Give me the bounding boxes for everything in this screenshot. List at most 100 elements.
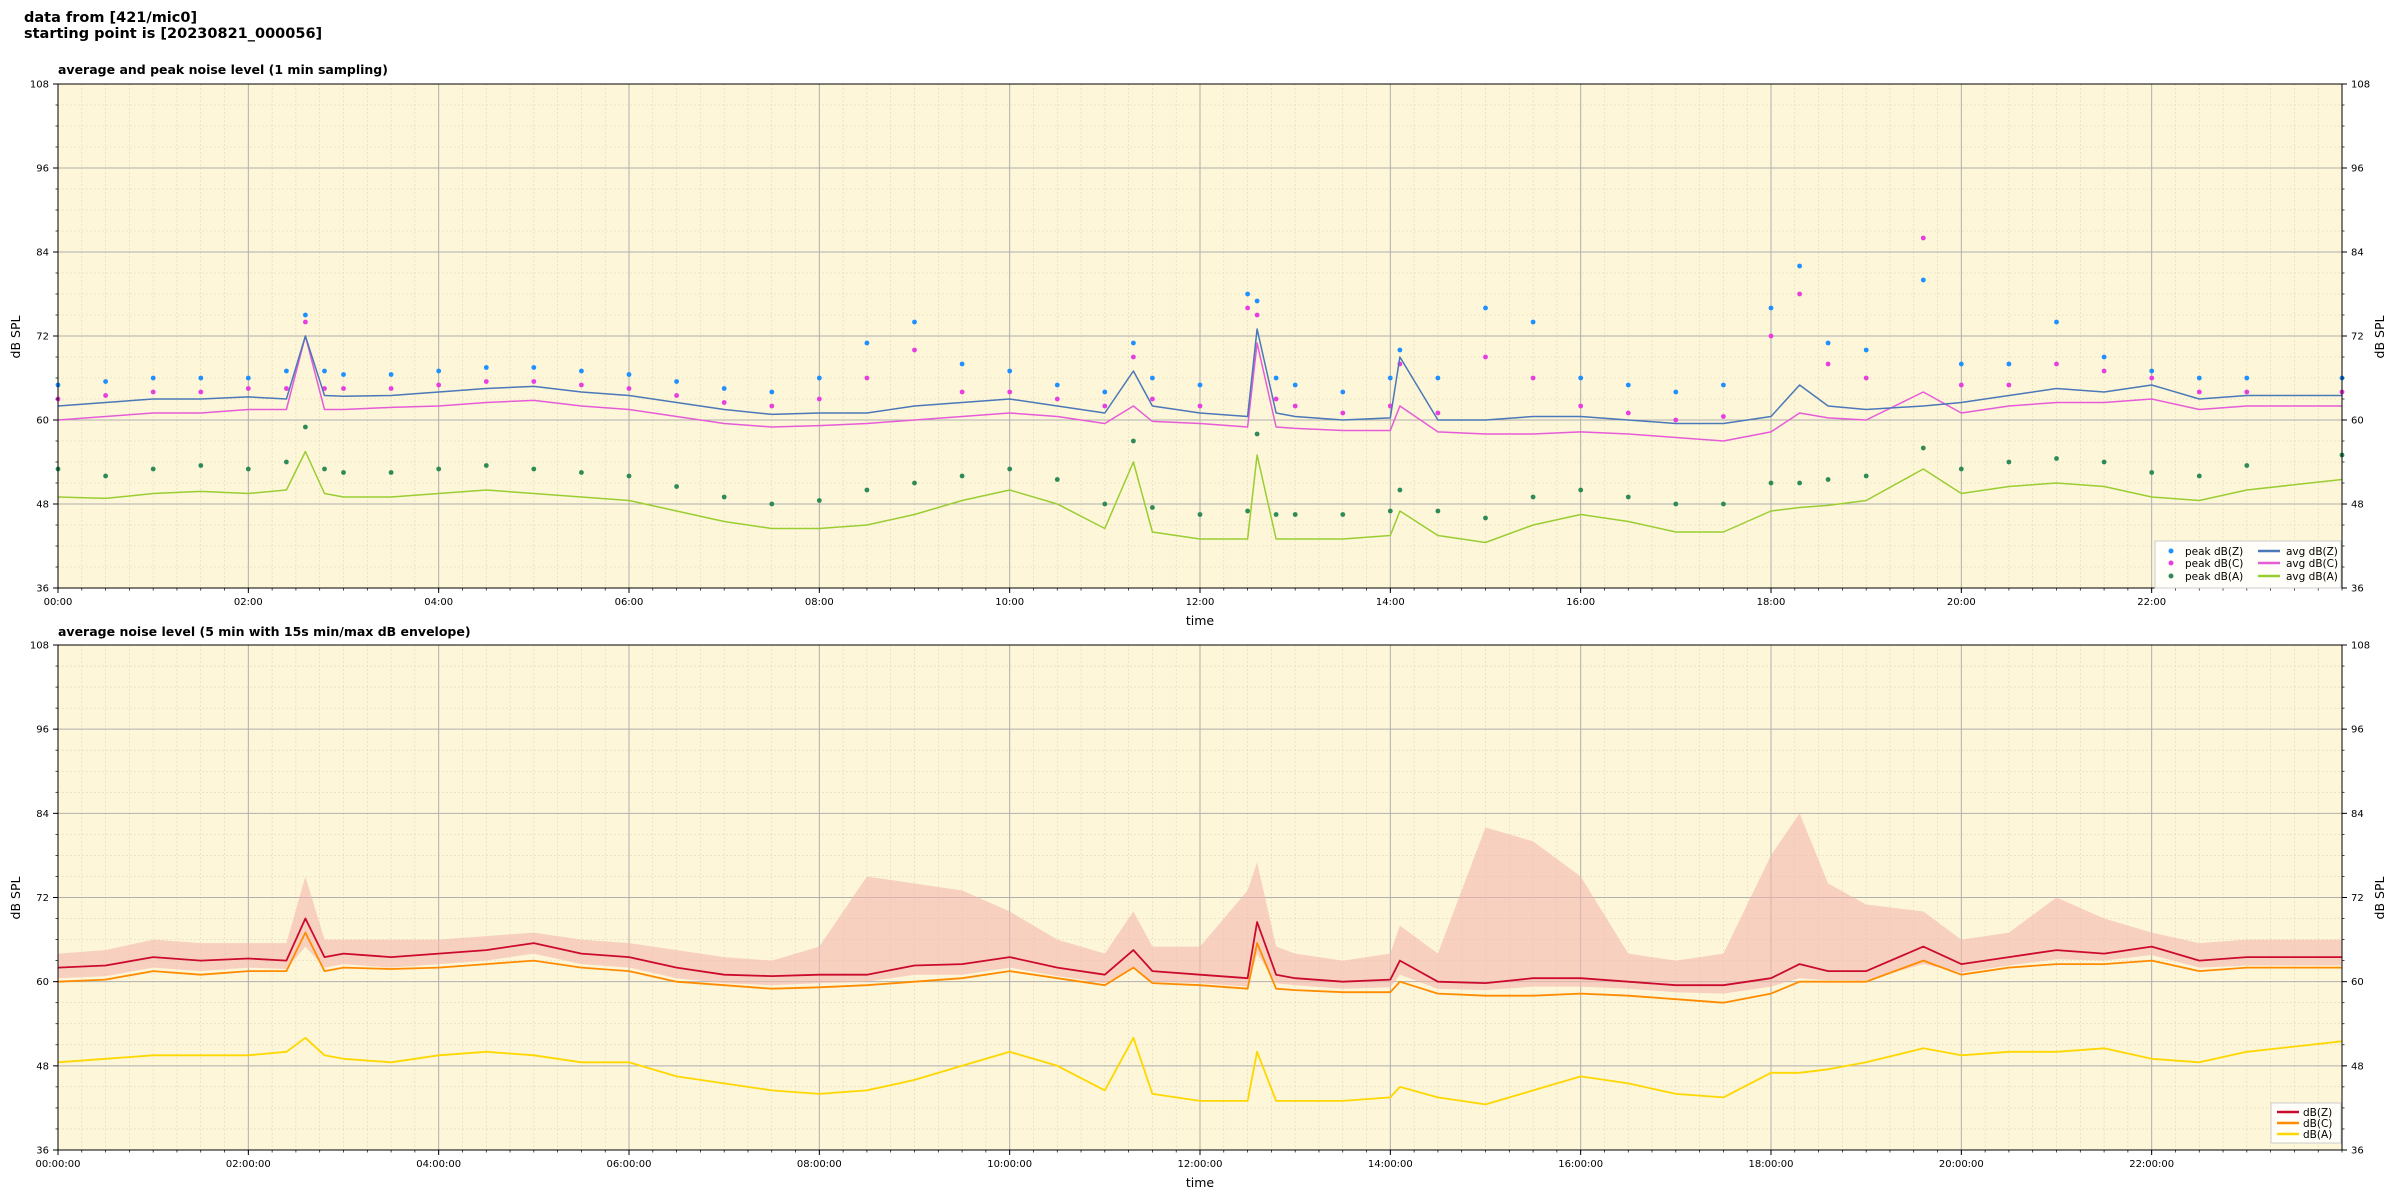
peak-point [2149, 470, 2155, 475]
peak-point [245, 375, 251, 381]
peak-point [1578, 403, 1584, 409]
chart-1-ylabel-right: dB SPL [2372, 316, 2387, 359]
peak-point [816, 375, 822, 381]
x-tick-label: 12:00:00 [1178, 1159, 1223, 1170]
x-tick-label: 20:00:00 [1939, 1159, 1984, 1170]
peak-point [198, 463, 204, 468]
peak-point [959, 473, 965, 479]
peak-point [1340, 410, 1346, 416]
peak-point [531, 379, 537, 384]
peak-point [1273, 396, 1279, 402]
x-tick-label: 18:00 [1757, 597, 1786, 608]
peak-point [2101, 368, 2107, 374]
peak-point [1292, 382, 1298, 388]
peak-point [1825, 340, 1831, 346]
peak-point [1340, 389, 1346, 395]
peak-point [1825, 477, 1831, 482]
peak-point [1254, 298, 1260, 304]
peak-point [2149, 375, 2155, 381]
peak-point [436, 368, 442, 374]
peak-point [1397, 347, 1403, 353]
chart-1-xlabel: time [1186, 613, 1215, 628]
peak-point [721, 386, 727, 391]
y-tick-label: 60 [36, 416, 49, 427]
peak-point [2101, 459, 2107, 465]
peak-point [1197, 512, 1203, 517]
peak-point [1797, 291, 1802, 297]
y-tick-label: 48 [36, 1061, 49, 1072]
series-line-dba [57, 1036, 2343, 1106]
peak-point [303, 424, 308, 430]
peak-point [1958, 466, 1964, 472]
peak-point [2054, 361, 2059, 367]
series-envelope [58, 813, 2342, 994]
peak-point [626, 372, 632, 377]
peak-point [626, 386, 632, 391]
legend-peak-z-marker [2168, 548, 2174, 554]
x-tick-label: 02:00:00 [226, 1159, 271, 1170]
peak-point [1483, 305, 1488, 311]
peak-point [1245, 508, 1250, 514]
peak-point [1054, 477, 1060, 482]
peak-point [1530, 494, 1536, 500]
y-tick-label: 48 [36, 500, 49, 511]
peak-point [483, 365, 489, 370]
x-tick-label: 04:00:00 [416, 1159, 461, 1170]
y-tick-label-right: 60 [2351, 977, 2364, 988]
peak-point [1578, 375, 1584, 381]
peak-point [579, 470, 584, 475]
peak-point [1007, 466, 1013, 472]
peak-point [1530, 375, 1536, 381]
peak-point [1673, 389, 1679, 395]
peak-point [1054, 396, 1060, 402]
peak-point [303, 312, 308, 318]
y-tick-label: 36 [36, 584, 49, 595]
legend-a-label: dB(A) [2303, 1129, 2332, 1141]
peak-point [721, 494, 727, 500]
y-tick-label: 84 [36, 809, 49, 820]
chart-1-legend: peak dB(Z) peak dB(C) peak dB(A) avg dB(… [2154, 540, 2342, 589]
peak-point [322, 368, 327, 374]
peak-point [1768, 480, 1774, 486]
peak-point [1245, 305, 1250, 311]
x-tick-label: 00:00 [44, 597, 73, 608]
peak-point [816, 498, 822, 503]
peak-point [1273, 375, 1279, 381]
legend-avg-c-label: avg dB(C) [2286, 558, 2338, 570]
peak-point [674, 484, 679, 489]
peak-point [1150, 375, 1155, 381]
peak-point [245, 466, 251, 472]
y-tick-label-right: 84 [2351, 809, 2364, 820]
chart-2-ylabel: dB SPL [8, 877, 23, 920]
peak-point [284, 386, 289, 391]
y-tick-label: 72 [36, 332, 49, 343]
chart-1-legend-box [2154, 540, 2342, 589]
x-tick-label: 08:00 [805, 597, 834, 608]
peak-point [103, 473, 108, 479]
peak-point [1340, 512, 1346, 517]
peak-point [1920, 445, 1926, 451]
peak-point [864, 375, 870, 381]
peak-point [341, 470, 346, 475]
peak-point [150, 375, 156, 381]
legend-peak-a-marker [2168, 573, 2174, 579]
peak-point [303, 319, 308, 325]
y-tick-label-right: 36 [2351, 1146, 2364, 1157]
peak-point [1054, 382, 1060, 388]
peak-point [436, 466, 442, 472]
x-tick-label: 10:00:00 [987, 1159, 1032, 1170]
peak-point [1578, 487, 1584, 493]
peak-point [103, 379, 108, 384]
peak-point [483, 379, 489, 384]
y-tick-label-right: 60 [2351, 416, 2364, 427]
peak-point [1254, 431, 1260, 437]
peak-point [1483, 354, 1488, 360]
x-tick-label: 14:00 [1376, 597, 1405, 608]
chart-1-plot: 00:00 02:00 04:00 06:00 08:00 10:00 12:00 14:00… [30, 80, 2370, 609]
x-tick-label: 06:00 [615, 597, 644, 608]
peak-point [2149, 368, 2155, 374]
y-tick-label: 60 [36, 977, 49, 988]
header-source: data from [421/mic0] [24, 10, 198, 26]
peak-point [1254, 312, 1260, 318]
peak-point [388, 372, 394, 377]
